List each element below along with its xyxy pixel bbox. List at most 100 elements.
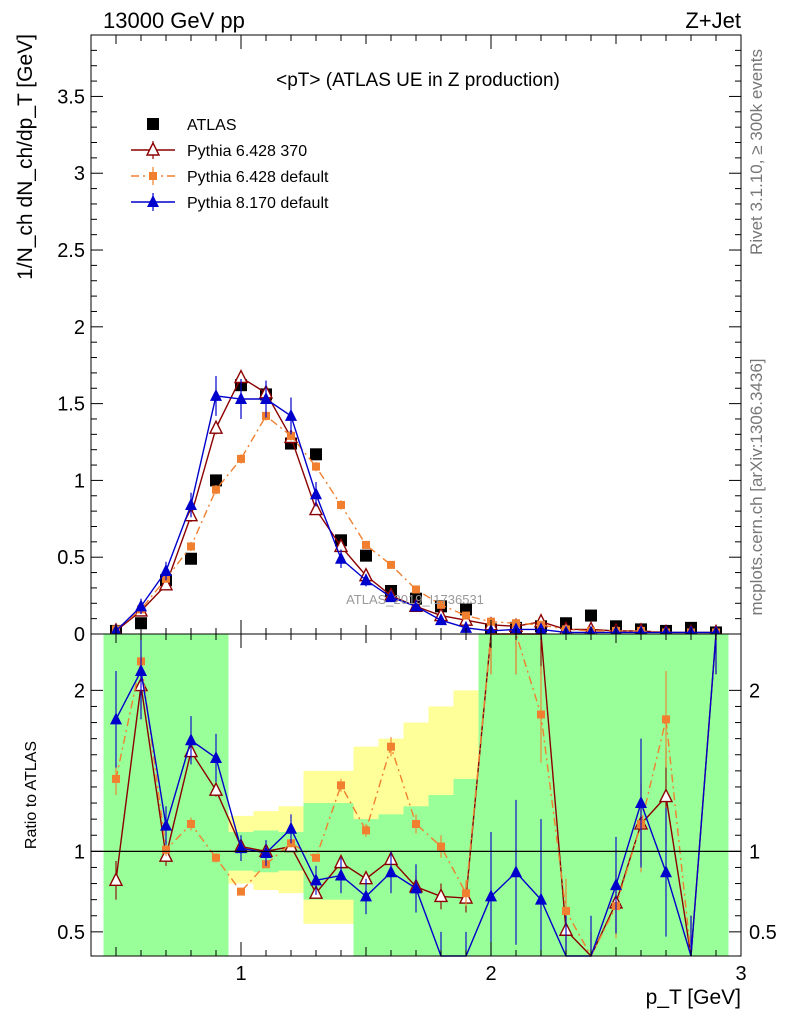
legend-swatch-marker bbox=[149, 172, 157, 180]
main-y-axis-label: 1/N_ch dN_ch/dp_T [GeV] bbox=[14, 34, 37, 280]
watermark-label: ATLAS_2019_I1736531 bbox=[346, 592, 484, 607]
ratio-point bbox=[135, 664, 147, 677]
ratio-y-axis-label: Ratio to ATLAS bbox=[23, 741, 40, 849]
y-tick-label: 1 bbox=[74, 470, 85, 492]
ratio-point bbox=[208, 781, 224, 796]
x-axis-label: p_T [GeV] bbox=[646, 986, 741, 1009]
ratio-point bbox=[635, 796, 647, 809]
legend-item-1: Pythia 6.428 370 bbox=[131, 141, 307, 160]
ratio-point bbox=[335, 868, 347, 881]
process-label: Z+Jet bbox=[685, 8, 741, 33]
data-point bbox=[308, 501, 324, 516]
ratio-point bbox=[485, 889, 497, 902]
data-point bbox=[135, 617, 147, 630]
ratio-point bbox=[662, 715, 670, 724]
data-point bbox=[212, 485, 220, 494]
ratio-y-tick-label: 2 bbox=[74, 680, 85, 702]
ratio-point bbox=[237, 887, 245, 896]
ratio-point bbox=[260, 845, 272, 858]
ratio-point bbox=[235, 841, 247, 854]
energy-label: 13000 GeV pp bbox=[103, 8, 245, 33]
data-point bbox=[285, 408, 297, 421]
data-point bbox=[385, 590, 397, 603]
ratio-point bbox=[412, 819, 420, 828]
data-point bbox=[437, 600, 445, 609]
legend-label: Pythia 6.428 default bbox=[187, 169, 329, 186]
ratio-point bbox=[187, 819, 195, 828]
y-tick-label: 1.5 bbox=[57, 394, 85, 416]
legend-item-0: ATLAS bbox=[147, 117, 237, 134]
ratio-point bbox=[535, 892, 547, 905]
ratio-point bbox=[310, 873, 322, 886]
y-tick-label: 2.5 bbox=[57, 240, 85, 262]
data-point bbox=[460, 620, 472, 633]
y-tick-label: 3.5 bbox=[57, 86, 85, 108]
legend-item-2: Pythia 6.428 default bbox=[131, 167, 329, 186]
side-label-rivet: Rivet 3.1.10, ≥ 300k events bbox=[747, 49, 766, 255]
ratio-point bbox=[462, 889, 470, 898]
ratio-point bbox=[337, 781, 345, 790]
data-point bbox=[158, 576, 174, 591]
band-inner bbox=[428, 795, 454, 956]
data-point bbox=[210, 474, 222, 487]
ratio-point bbox=[385, 865, 397, 878]
ratio-point bbox=[162, 845, 170, 854]
main-title: <pT> (ATLAS UE in Z production) bbox=[276, 70, 560, 91]
data-point bbox=[362, 540, 370, 549]
data-point bbox=[310, 487, 322, 500]
ratio-point bbox=[658, 788, 674, 803]
ratio-point bbox=[360, 889, 372, 902]
ratio-y-tick-label: 0.5 bbox=[57, 922, 85, 944]
ratio-axes: 0.5 0.5 1 1 2 2 1 2 3 bbox=[57, 633, 777, 985]
y-tick-label: 3 bbox=[74, 163, 85, 185]
data-point bbox=[187, 542, 195, 551]
y-tick-label: 0.5 bbox=[57, 547, 85, 569]
data-point bbox=[360, 573, 372, 586]
data-point bbox=[185, 552, 197, 565]
ratio-point bbox=[185, 733, 197, 746]
legend-item-3: Pythia 8.170 default bbox=[131, 193, 329, 212]
data-point bbox=[160, 564, 172, 577]
data-point bbox=[287, 431, 295, 440]
ratio-point bbox=[312, 853, 320, 862]
ratio-point bbox=[210, 750, 222, 763]
band-inner bbox=[678, 634, 704, 956]
data-point bbox=[387, 560, 395, 569]
data-point bbox=[462, 611, 470, 620]
ratio-point bbox=[437, 842, 445, 851]
data-point bbox=[210, 388, 222, 401]
legend-swatch-marker bbox=[147, 195, 159, 207]
legend-label: Pythia 8.170 default bbox=[187, 195, 329, 212]
legend-swatch-marker bbox=[147, 118, 159, 130]
data-point bbox=[310, 448, 322, 461]
ratio-point bbox=[510, 865, 522, 878]
y-tick-label: 2 bbox=[74, 317, 85, 339]
ratio-y-tick-label: 1 bbox=[74, 841, 85, 863]
data-point bbox=[135, 599, 147, 612]
ratio-point bbox=[362, 826, 370, 835]
data-point bbox=[185, 497, 197, 510]
data-point bbox=[435, 613, 447, 626]
ratio-point bbox=[285, 821, 297, 834]
ratio-point bbox=[433, 887, 449, 903]
side-label-mcplots: mcplots.cern.ch [arXiv:1306.3436] bbox=[747, 358, 766, 615]
main-axes: 0 0.5 1 1.5 2 2.5 3 3.5 bbox=[57, 34, 742, 646]
data-point bbox=[337, 500, 345, 509]
data-point bbox=[410, 599, 422, 612]
ratio-series-2 bbox=[110, 633, 717, 957]
x-tick-label: 3 bbox=[735, 963, 746, 985]
ratio-plot-marks bbox=[108, 633, 717, 958]
data-point bbox=[585, 609, 597, 622]
ratio-point bbox=[112, 774, 120, 783]
ratio-point bbox=[212, 853, 220, 862]
band-inner bbox=[178, 634, 204, 956]
ratio-point bbox=[562, 906, 570, 915]
band-inner bbox=[703, 634, 729, 956]
legend-label: ATLAS bbox=[187, 117, 237, 134]
data-point bbox=[208, 419, 224, 434]
main-plot-panel: ATLAS_2019_I1736531 <pT> (ATLAS UE in Z … bbox=[14, 34, 742, 646]
ratio-y-tick-label-right: 2 bbox=[749, 680, 760, 702]
legend-label: Pythia 6.428 370 bbox=[187, 143, 307, 160]
data-point bbox=[260, 392, 272, 405]
